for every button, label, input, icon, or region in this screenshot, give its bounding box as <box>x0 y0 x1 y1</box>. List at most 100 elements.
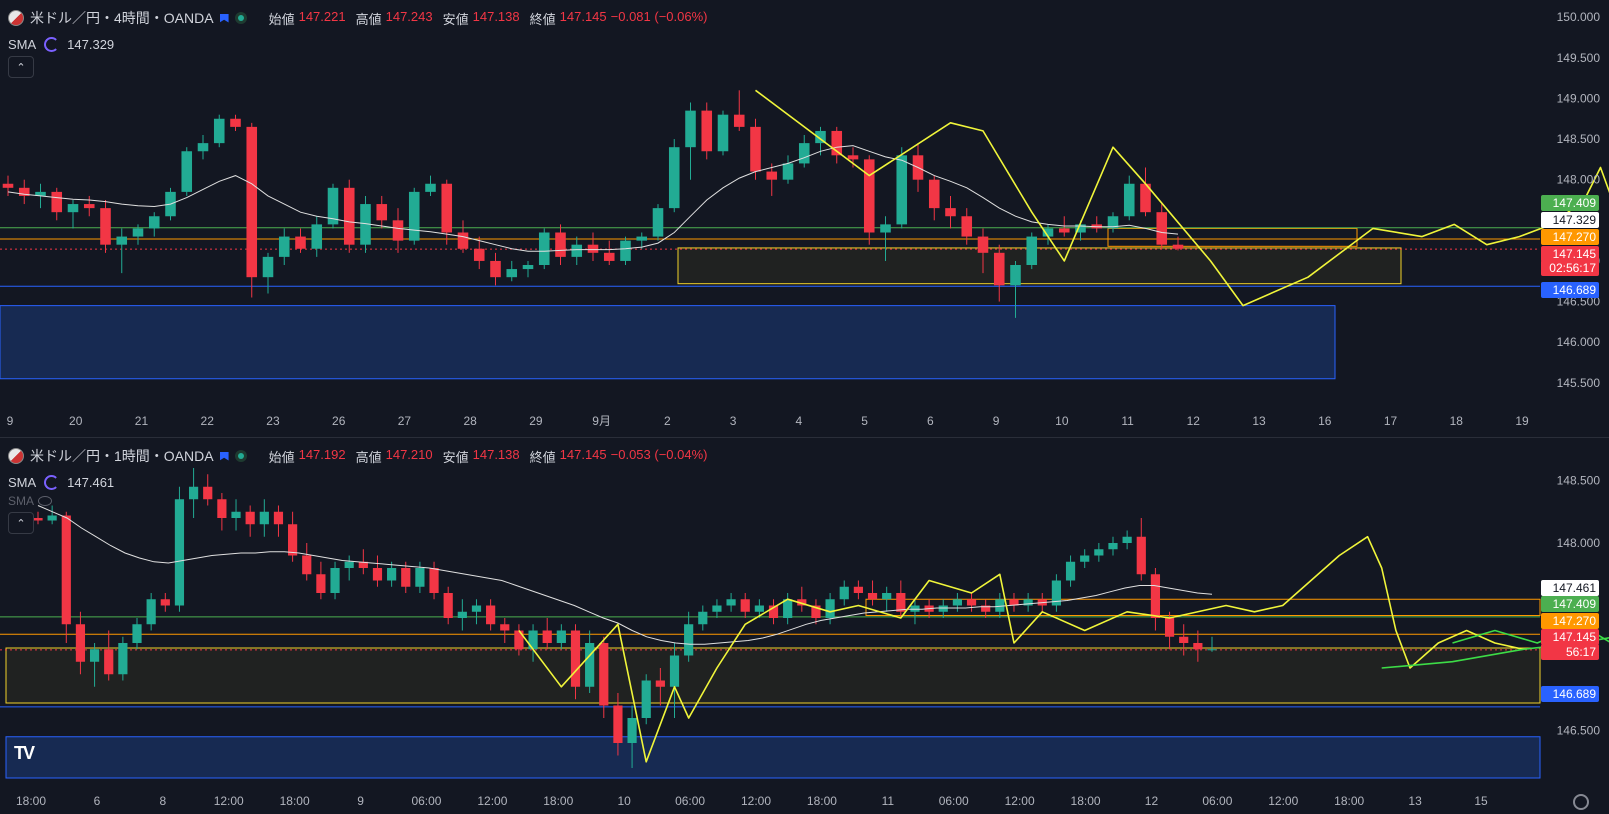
time-tick-label: 6 <box>927 414 934 428</box>
price-tag-label: 147.329 <box>1553 213 1597 227</box>
close-value: 147.145 <box>560 447 607 466</box>
bookmark-icon[interactable] <box>220 14 229 23</box>
time-tick-label: 16 <box>1318 414 1332 428</box>
candle-body <box>100 208 111 245</box>
time-tick-label: 9 <box>993 414 1000 428</box>
price-tick-label: 146.500 <box>1557 724 1601 738</box>
candle-body <box>848 155 859 159</box>
price-tag-label: 147.145 <box>1553 247 1597 261</box>
candle-body <box>880 224 891 232</box>
market-status-icon[interactable] <box>235 12 247 24</box>
candle-body <box>116 237 127 245</box>
demand-zone <box>0 306 1335 379</box>
candle-body <box>613 706 622 744</box>
candle-body <box>1124 184 1135 217</box>
candle-body <box>1137 537 1146 575</box>
range-box <box>6 648 1540 703</box>
time-tick-label: 15 <box>1474 794 1488 808</box>
market-status-icon[interactable] <box>235 450 247 462</box>
candle-body <box>698 612 707 625</box>
time-tick-label: 12 <box>1187 414 1201 428</box>
candle-body <box>376 204 387 220</box>
time-tick-label: 5 <box>861 414 868 428</box>
candle-body <box>961 216 972 236</box>
candle-body <box>854 587 863 593</box>
candle-body <box>51 192 62 212</box>
candle-body <box>783 599 792 618</box>
chevron-up-icon: ⌃ <box>16 517 25 530</box>
candle-body <box>246 127 257 277</box>
range-box <box>678 248 1401 284</box>
sma-value: 147.461 <box>67 475 114 490</box>
sma-label[interactable]: SMA <box>8 37 36 52</box>
candle-body <box>528 631 537 650</box>
candle-body <box>571 245 582 257</box>
time-tick-label: 10 <box>618 794 632 808</box>
time-tick-label: 06:00 <box>939 794 969 808</box>
candle-body <box>1165 618 1174 637</box>
candle-body <box>345 562 354 568</box>
bookmark-icon[interactable] <box>220 452 229 461</box>
price-tick-label: 149.500 <box>1557 51 1601 65</box>
sma-hidden-label[interactable]: SMA <box>8 494 34 508</box>
candle-body <box>90 649 99 662</box>
candle-body <box>1151 574 1160 618</box>
candle-body <box>387 568 396 581</box>
loading-icon <box>44 37 59 52</box>
candle-body <box>882 593 891 599</box>
candle-body <box>458 612 467 618</box>
candle-body <box>599 643 608 706</box>
low-value: 147.138 <box>473 9 520 28</box>
candle-body <box>198 143 209 151</box>
symbol-title[interactable]: 米ドル／円・1時間・OANDA <box>30 446 214 466</box>
candle-body <box>636 237 647 241</box>
candle-body <box>967 599 976 605</box>
eye-off-icon[interactable] <box>38 496 52 506</box>
price-tick-label: 146.000 <box>1557 335 1601 349</box>
time-tick-label: 12:00 <box>1005 794 1035 808</box>
price-tick-label: 145.500 <box>1557 376 1601 390</box>
candle-body <box>373 568 382 581</box>
tradingview-logo[interactable]: TV <box>14 743 33 764</box>
candle-body <box>295 237 306 249</box>
time-tick-label: 8 <box>159 794 166 808</box>
candle-body <box>1059 228 1070 232</box>
collapse-legend-button[interactable]: ⌃ <box>8 512 34 534</box>
candle-body <box>147 599 156 624</box>
candle-body <box>670 656 679 687</box>
sma-label[interactable]: SMA <box>8 475 36 490</box>
low-label: 安値 <box>443 447 469 466</box>
price-tag-label: 147.461 <box>1553 581 1597 595</box>
low-value: 147.138 <box>473 447 520 466</box>
candle-body <box>84 204 95 208</box>
candle-body <box>734 115 745 127</box>
time-tick-label: 21 <box>135 414 149 428</box>
close-value: 147.145 <box>560 9 607 28</box>
candle-body <box>311 224 322 248</box>
time-tick-label: 18:00 <box>280 794 310 808</box>
price-tag-label: 02:56:17 <box>1549 261 1596 275</box>
candle-body <box>953 599 962 605</box>
time-tick-label: 11 <box>1121 414 1134 428</box>
candle-body <box>1156 212 1167 245</box>
chart-pane-4h[interactable]: 150.000149.500149.000148.500148.000147.0… <box>0 0 1609 434</box>
candle-body <box>490 261 501 277</box>
candle-body <box>555 233 566 257</box>
candle-body <box>523 265 534 269</box>
candle-body <box>279 237 290 257</box>
candle-body <box>441 184 452 233</box>
candle-body <box>514 631 523 650</box>
collapse-legend-button[interactable]: ⌃ <box>8 56 34 78</box>
candle-body <box>840 587 849 600</box>
candle-body <box>118 643 127 674</box>
candle-body <box>588 245 599 253</box>
candle-body <box>330 568 339 593</box>
time-tick-label: 06:00 <box>675 794 705 808</box>
change-value: −0.081 (−0.06%) <box>611 9 708 28</box>
candle-body <box>181 151 192 192</box>
time-tick-label: 9月 <box>592 414 611 428</box>
symbol-title[interactable]: 米ドル／円・4時間・OANDA <box>30 8 214 28</box>
gear-icon[interactable] <box>1573 794 1589 810</box>
price-tag-label: 146.689 <box>1553 687 1597 701</box>
